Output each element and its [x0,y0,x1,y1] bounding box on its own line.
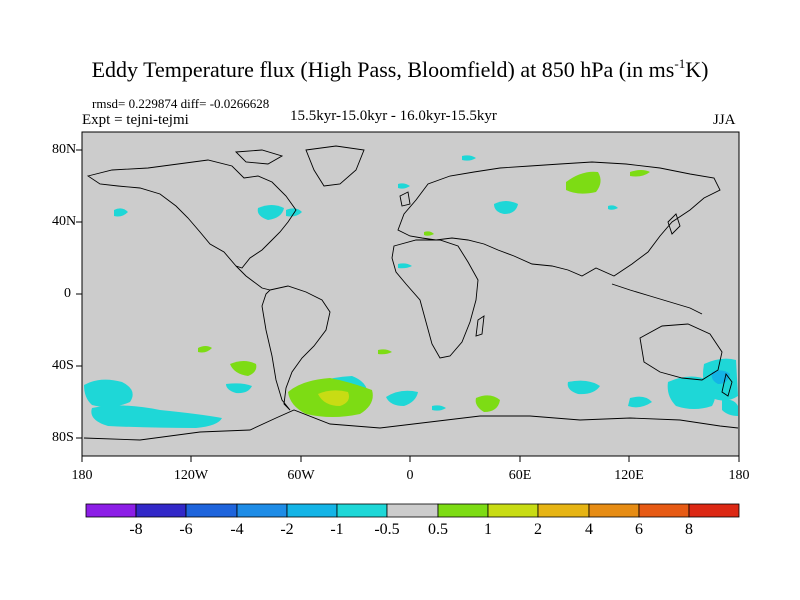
colorbar-label: -1 [330,521,344,538]
patch-north-africa [398,263,412,269]
coast-madagascar [475,315,485,337]
patch-australia-east-inner [711,370,730,384]
coast-africa [391,239,479,359]
period-label: 15.5kyr-15.0kyr - 16.0kyr-15.5kyr [290,108,497,124]
patch-south-atlantic-east [386,390,418,406]
lon-label-120e: 120E [614,468,644,483]
colorbar-label: 6 [635,521,643,538]
patch-north-america-east [257,205,284,220]
colorbar-box-2 [135,503,187,518]
coast-central-america [235,265,271,291]
patch-mediterranean-green [424,231,434,236]
patch-arctic [462,155,476,161]
colorbar-box-13 [688,503,740,518]
colorbar-box-11 [588,503,640,518]
patch-north-atlantic [398,183,410,189]
colorbar-box-6 [336,503,388,518]
patch-south-indian [567,380,600,395]
colorbar-label: 1 [484,521,492,538]
season-label: JJA [713,112,736,128]
lon-label-60e: 60E [508,468,532,483]
colorbar-label: 0.5 [428,521,448,538]
colorbar-box-4 [236,503,288,518]
anomaly-patches [84,155,738,428]
lon-label-0: 0 [406,468,414,483]
patch-south-pacific-west [84,379,133,407]
patch-arctic-green [630,170,650,177]
coast-south-america [261,285,331,411]
patch-south-indian-2 [628,396,652,408]
colorbar-label: 2 [534,521,542,538]
lon-label-180w: 180 [71,468,93,483]
colorbar-label: 8 [685,521,693,538]
colorbar-box-3 [185,503,238,518]
patch-siberia [494,201,518,214]
patch-australia-south [667,376,716,409]
patch-north-pacific [608,205,618,210]
lat-label-0: 0 [64,286,71,301]
colorbar-label: -4 [230,521,244,538]
lon-label-120w: 120W [173,468,209,483]
coast-southeast-asia [611,283,703,315]
coast-uk [399,191,411,207]
colorbar-label: -6 [179,521,193,538]
colorbar-label: -0.5 [374,521,400,538]
coast-arctic-islands [234,149,284,165]
plot-title: Eddy Temperature flux (High Pass, Bloomf… [91,56,709,82]
coast-new-zealand [721,372,733,397]
coastlines [83,145,739,441]
lat-label-40s: 40S [52,358,74,373]
lat-label-80n: 80N [52,142,77,157]
coast-europe-asia [397,161,721,277]
coast-antarctica [83,409,739,441]
lon-label-180e: 180 [728,468,750,483]
patch-southeast-pacific-green [198,346,212,353]
colorbar-box-9 [487,503,539,518]
colorbar-box-10 [537,503,590,518]
colorbar-box-8 [437,503,489,518]
patch-south-pacific-strip [91,405,222,428]
coast-australia [639,323,723,381]
colorbar-box-5 [286,503,338,518]
stats-label: rmsd= 0.229874 diff= -0.0266628 [92,96,270,111]
lon-label-60w: 60W [287,468,315,483]
patch-south-atlantic-green-2 [378,349,392,355]
colorbar-box-12 [638,503,690,518]
coast-japan [667,213,681,235]
patch-south-america-yellow [318,390,349,406]
patch-south-pacific-east [226,383,252,394]
experiment-label: Expt = tejni-tejmi [82,112,189,128]
colorbar-label: -2 [280,521,294,538]
patch-siberia-green [566,171,601,194]
patch-southern-ocean [432,405,446,411]
colorbar-box-1 [85,503,137,518]
patch-tasman [722,399,738,416]
coast-greenland [305,145,365,187]
colorbar [85,503,740,518]
colorbar-label: 4 [585,521,593,538]
colorbar-label: -8 [129,521,143,538]
patch-north-america-west [114,208,128,217]
colorbar-box-7 [386,503,439,518]
map-background [81,131,740,457]
patch-south-pacific-green [230,361,257,376]
patch-south-atlantic-green [475,395,500,412]
lat-label-40n: 40N [52,214,77,229]
axis-ticks [76,149,740,462]
coast-north-america [86,159,297,269]
lat-label-80s: 80S [52,430,74,445]
